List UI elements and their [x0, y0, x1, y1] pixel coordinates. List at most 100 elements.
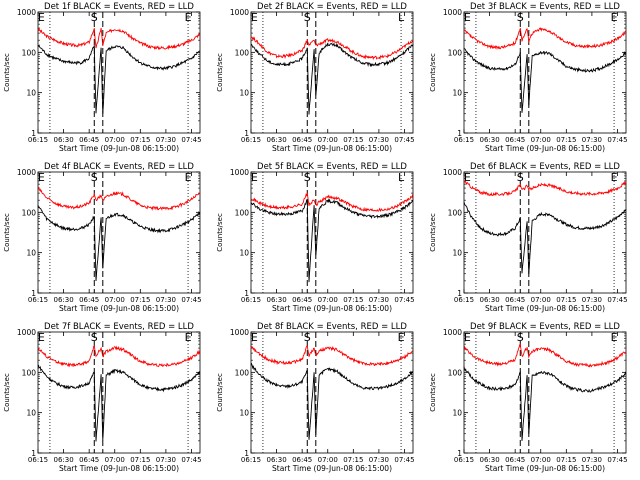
x-tick-label: 07:00	[318, 456, 338, 464]
y-tick-label: 10	[452, 409, 462, 418]
y-axis-label: Counts/sec	[3, 213, 11, 252]
y-tick-label: 1000	[443, 8, 462, 17]
x-tick-label: 06:30	[266, 456, 286, 464]
series-line-lld	[463, 343, 627, 368]
series-line-lld	[250, 192, 414, 213]
x-tick-label: 07:45	[607, 456, 627, 464]
chart-panel-4: Det 4f BLACK = Events, RED = LLD 1 10 100 10…	[3, 162, 202, 313]
x-axis-label: Start Time (09-Jun-08 06:15:00)	[59, 144, 179, 153]
y-tick-label: 100	[22, 208, 37, 217]
plot-frame	[37, 331, 201, 454]
x-tick-label: 07:00	[531, 136, 551, 144]
x-tick-label: 07:30	[156, 136, 176, 144]
y-axis-label: Counts/sec	[216, 53, 224, 92]
chart-panel-2: Det 2f BLACK = Events, RED = LLD 1 10 100 10…	[216, 2, 415, 153]
chart-panel-9: Det 9f BLACK = Events, RED = LLD 1 10 100 10…	[429, 322, 628, 473]
y-tick-label: 1000	[17, 8, 36, 17]
x-tick-label: 07:45	[607, 136, 627, 144]
interval-marker-e: E	[38, 331, 45, 344]
y-tick-label: 1000	[443, 328, 462, 337]
x-tick-label: 06:15	[241, 296, 261, 304]
y-tick-label: 10	[452, 249, 462, 258]
x-tick-label: 07:45	[181, 136, 201, 144]
plot-frame	[250, 331, 414, 454]
y-tick-label: 10	[239, 249, 249, 258]
x-axis-label: Start Time (09-Jun-08 06:15:00)	[485, 304, 605, 313]
x-tick-label: 06:30	[479, 296, 499, 304]
x-tick-label: 06:15	[454, 296, 474, 304]
y-axis-label: Counts/sec	[429, 213, 437, 252]
x-tick-label: 07:15	[130, 456, 150, 464]
x-tick-label: 06:45	[79, 296, 99, 304]
x-tick-label: 07:45	[607, 296, 627, 304]
chart-title: Det 7f BLACK = Events, RED = LLD	[44, 322, 194, 332]
x-tick-label: 06:45	[292, 456, 312, 464]
series-line-events	[250, 362, 414, 440]
interval-marker-e: E	[38, 171, 45, 184]
chart-title: Det 5f BLACK = Events, RED = LLD	[257, 162, 407, 172]
chart-panel-6: Det 6f BLACK = Events, RED = LLD 1 10 100 10…	[429, 162, 628, 313]
interval-marker-s: S	[517, 11, 524, 24]
interval-marker-s: S	[91, 331, 98, 344]
y-axis-label: Counts/sec	[216, 213, 224, 252]
interval-marker-e: E	[251, 171, 258, 184]
chart-title: Det 8f BLACK = Events, RED = LLD	[257, 322, 407, 332]
x-tick-label: 07:30	[369, 136, 389, 144]
series-line-events	[250, 42, 414, 115]
x-axis-label: Start Time (09-Jun-08 06:15:00)	[59, 464, 179, 473]
x-tick-label: 06:45	[292, 296, 312, 304]
y-axis-label: Counts/sec	[429, 373, 437, 412]
interval-marker-e: E	[185, 171, 192, 184]
x-tick-label: 07:00	[105, 456, 125, 464]
y-tick-label: 100	[448, 208, 463, 217]
y-tick-label: 10	[239, 89, 249, 98]
y-tick-label: 100	[235, 48, 250, 57]
x-axis-label: Start Time (09-Jun-08 06:15:00)	[59, 304, 179, 313]
x-tick-label: 07:00	[318, 136, 338, 144]
y-tick-label: 100	[448, 48, 463, 57]
x-tick-label: 07:15	[556, 456, 576, 464]
series-line-lld	[463, 26, 627, 50]
x-tick-label: 06:45	[79, 136, 99, 144]
interval-marker-e: E	[464, 11, 471, 24]
x-tick-label: 06:15	[454, 136, 474, 144]
x-axis-label: Start Time (09-Jun-08 06:15:00)	[272, 304, 392, 313]
chart-panel-3: Det 3f BLACK = Events, RED = LLD 1 10 100 10…	[429, 2, 628, 153]
interval-marker-l: L	[398, 171, 405, 184]
x-tick-label: 07:00	[105, 296, 125, 304]
x-tick-label: 06:30	[479, 456, 499, 464]
chart-panel-7: Det 7f BLACK = Events, RED = LLD 1 10 100 10…	[3, 322, 202, 473]
series-line-events	[37, 204, 201, 282]
x-tick-label: 07:30	[582, 456, 602, 464]
x-tick-label: 07:15	[343, 296, 363, 304]
x-tick-label: 07:00	[105, 136, 125, 144]
x-tick-label: 07:45	[394, 456, 414, 464]
x-tick-label: 06:15	[241, 456, 261, 464]
series-line-events	[37, 44, 201, 114]
y-tick-label: 1	[244, 289, 249, 298]
y-axis-label: Counts/sec	[3, 373, 11, 412]
x-tick-label: 07:15	[556, 296, 576, 304]
series-line-lld	[463, 180, 627, 197]
y-tick-label: 100	[235, 208, 250, 217]
x-tick-label: 06:30	[266, 136, 286, 144]
plot-frame	[250, 11, 414, 134]
chart-panel-8: Det 8f BLACK = Events, RED = LLD 1 10 100 10…	[216, 322, 415, 473]
interval-marker-e: E	[611, 331, 618, 344]
x-tick-label: 06:30	[53, 456, 73, 464]
x-tick-label: 06:30	[53, 296, 73, 304]
x-axis-label: Start Time (09-Jun-08 06:15:00)	[485, 464, 605, 473]
plot-frame	[37, 171, 201, 294]
y-tick-label: 1	[31, 449, 36, 458]
x-tick-label: 07:30	[156, 456, 176, 464]
y-tick-label: 1000	[230, 8, 249, 17]
interval-marker-s: S	[304, 331, 311, 344]
x-tick-label: 07:30	[582, 136, 602, 144]
interval-marker-e: E	[251, 11, 258, 24]
x-tick-label: 06:45	[79, 456, 99, 464]
plot-frame	[463, 331, 627, 454]
x-tick-label: 07:45	[181, 456, 201, 464]
y-tick-label: 1000	[17, 168, 36, 177]
x-tick-label: 06:30	[479, 136, 499, 144]
